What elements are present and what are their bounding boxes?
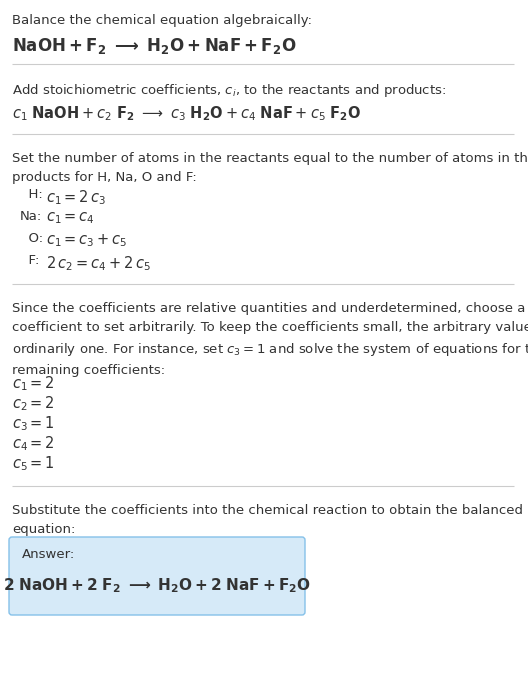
Text: $c_1\ \mathbf{NaOH} + c_2\ \mathbf{F_2}\ {\longrightarrow}\ c_3\ \mathbf{H_2O} +: $c_1\ \mathbf{NaOH} + c_2\ \mathbf{F_2}\… <box>12 104 361 123</box>
Text: Balance the chemical equation algebraically:: Balance the chemical equation algebraica… <box>12 14 312 27</box>
Text: Since the coefficients are relative quantities and underdetermined, choose a
coe: Since the coefficients are relative quan… <box>12 302 528 377</box>
Text: Answer:: Answer: <box>22 548 76 561</box>
Text: $c_1 = c_3 + c_5$: $c_1 = c_3 + c_5$ <box>46 232 128 249</box>
Text: $c_2 = 2$: $c_2 = 2$ <box>12 394 55 412</box>
Text: $\mathbf{2\ NaOH + 2\ F_2\ {\longrightarrow}\ H_2O + 2\ NaF + F_2O}$: $\mathbf{2\ NaOH + 2\ F_2\ {\longrightar… <box>3 577 311 595</box>
Text: H:: H: <box>20 188 43 201</box>
Text: $2\,c_2 = c_4 + 2\,c_5$: $2\,c_2 = c_4 + 2\,c_5$ <box>46 254 151 273</box>
Text: Substitute the coefficients into the chemical reaction to obtain the balanced
eq: Substitute the coefficients into the che… <box>12 504 523 536</box>
Text: $c_4 = 2$: $c_4 = 2$ <box>12 434 55 453</box>
Text: Add stoichiometric coefficients, $c_i$, to the reactants and products:: Add stoichiometric coefficients, $c_i$, … <box>12 82 446 99</box>
Text: $c_5 = 1$: $c_5 = 1$ <box>12 454 55 472</box>
Text: $c_3 = 1$: $c_3 = 1$ <box>12 414 55 433</box>
Text: O:: O: <box>20 232 43 245</box>
Text: F:: F: <box>20 254 40 267</box>
FancyBboxPatch shape <box>9 537 305 615</box>
Text: Set the number of atoms in the reactants equal to the number of atoms in the
pro: Set the number of atoms in the reactants… <box>12 152 528 184</box>
Text: $\mathbf{NaOH + F_2\ {\longrightarrow}\ H_2O + NaF + F_2O}$: $\mathbf{NaOH + F_2\ {\longrightarrow}\ … <box>12 36 296 56</box>
Text: $c_1 = c_4$: $c_1 = c_4$ <box>46 210 95 226</box>
Text: $c_1 = 2$: $c_1 = 2$ <box>12 374 55 393</box>
Text: Na:: Na: <box>20 210 42 223</box>
Text: $c_1 = 2\,c_3$: $c_1 = 2\,c_3$ <box>46 188 106 207</box>
